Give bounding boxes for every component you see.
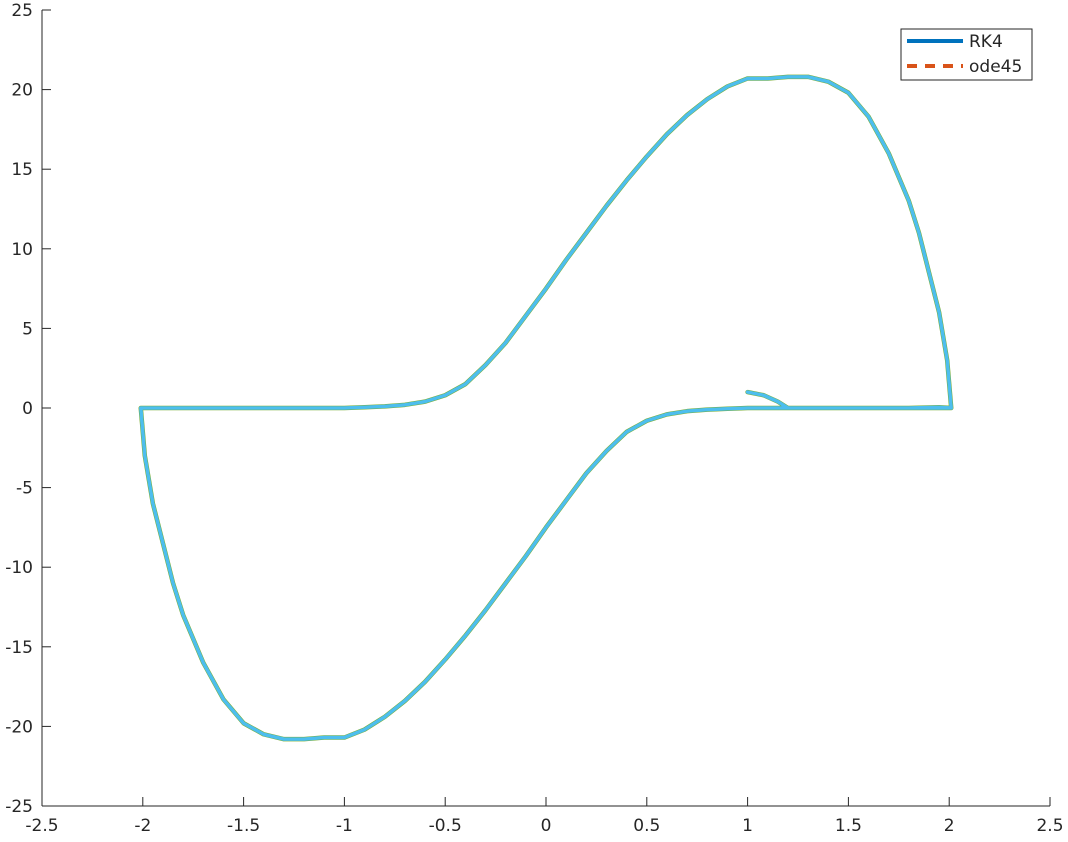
x-tick-label: 2.5 — [1036, 816, 1063, 836]
y-tick-label: 0 — [22, 399, 33, 419]
y-tick-label: -15 — [5, 638, 33, 658]
y-tick-label: 25 — [11, 1, 33, 21]
y-tick-label: 5 — [22, 319, 33, 339]
legend: RK4 ode45 — [900, 28, 1033, 81]
y-tick-label: -25 — [5, 797, 33, 817]
x-tick-label: -2.5 — [25, 816, 58, 836]
legend-label-ode45: ode45 — [969, 57, 1022, 77]
y-tick-label: -5 — [16, 479, 33, 499]
y-tick-label: 20 — [11, 81, 33, 101]
x-tick-label: 1 — [742, 816, 753, 836]
x-tick-label: 2 — [944, 816, 955, 836]
legend-box — [900, 28, 1033, 81]
x-tick-label: -1 — [336, 816, 353, 836]
series-group — [138, 74, 954, 742]
y-tick-label: 15 — [11, 160, 33, 180]
y-tick-label: -10 — [5, 558, 33, 578]
axes-group: -2.5 -2 -1.5 -1 -0.5 0 0.5 1 1.5 2 2.5 -25 -20 -15 -10… — [5, 1, 1063, 836]
x-tick-label: 0 — [541, 816, 552, 836]
series-overlay-line — [139, 75, 953, 741]
y-tick-label: 10 — [11, 240, 33, 260]
x-tick-label: 1.5 — [835, 816, 862, 836]
x-tick-label: -1.5 — [227, 816, 260, 836]
x-tick-label: -2 — [134, 816, 151, 836]
y-tick-label: -20 — [5, 717, 33, 737]
x-tick-label: 0.5 — [633, 816, 660, 836]
x-tick-label: -0.5 — [429, 816, 462, 836]
legend-label-rk4: RK4 — [969, 32, 1003, 52]
